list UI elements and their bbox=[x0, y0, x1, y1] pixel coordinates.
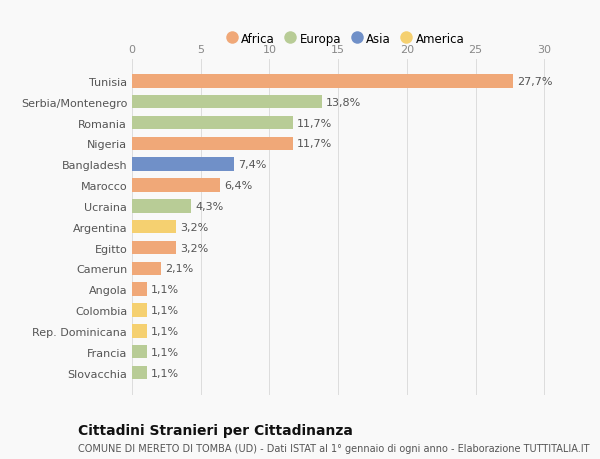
Text: 1,1%: 1,1% bbox=[151, 368, 179, 378]
Text: 1,1%: 1,1% bbox=[151, 347, 179, 357]
Text: 7,4%: 7,4% bbox=[238, 160, 266, 170]
Text: 1,1%: 1,1% bbox=[151, 285, 179, 295]
Bar bbox=[132, 158, 233, 172]
Text: 1,1%: 1,1% bbox=[151, 305, 179, 315]
Bar bbox=[132, 200, 191, 213]
Bar bbox=[132, 241, 176, 255]
Text: 13,8%: 13,8% bbox=[326, 97, 361, 107]
Bar bbox=[132, 303, 147, 317]
Bar bbox=[132, 366, 147, 380]
Bar bbox=[132, 220, 176, 234]
Bar bbox=[132, 283, 147, 297]
Bar bbox=[132, 179, 220, 192]
Text: 2,1%: 2,1% bbox=[165, 264, 193, 274]
Bar bbox=[132, 345, 147, 359]
Text: Cittadini Stranieri per Cittadinanza: Cittadini Stranieri per Cittadinanza bbox=[78, 423, 353, 437]
Text: 4,3%: 4,3% bbox=[195, 202, 223, 212]
Text: 11,7%: 11,7% bbox=[297, 118, 332, 128]
Text: 11,7%: 11,7% bbox=[297, 139, 332, 149]
Text: COMUNE DI MERETO DI TOMBA (UD) - Dati ISTAT al 1° gennaio di ogni anno - Elabora: COMUNE DI MERETO DI TOMBA (UD) - Dati IS… bbox=[78, 443, 589, 453]
Text: 6,4%: 6,4% bbox=[224, 181, 253, 190]
Legend: Africa, Europa, Asia, America: Africa, Europa, Asia, America bbox=[221, 28, 469, 50]
Text: 3,2%: 3,2% bbox=[180, 243, 208, 253]
Bar bbox=[132, 262, 161, 275]
Bar bbox=[132, 95, 322, 109]
Bar bbox=[132, 75, 512, 89]
Bar bbox=[132, 117, 293, 130]
Text: 1,1%: 1,1% bbox=[151, 326, 179, 336]
Text: 27,7%: 27,7% bbox=[517, 77, 552, 87]
Text: 3,2%: 3,2% bbox=[180, 222, 208, 232]
Bar bbox=[132, 137, 293, 151]
Bar bbox=[132, 325, 147, 338]
